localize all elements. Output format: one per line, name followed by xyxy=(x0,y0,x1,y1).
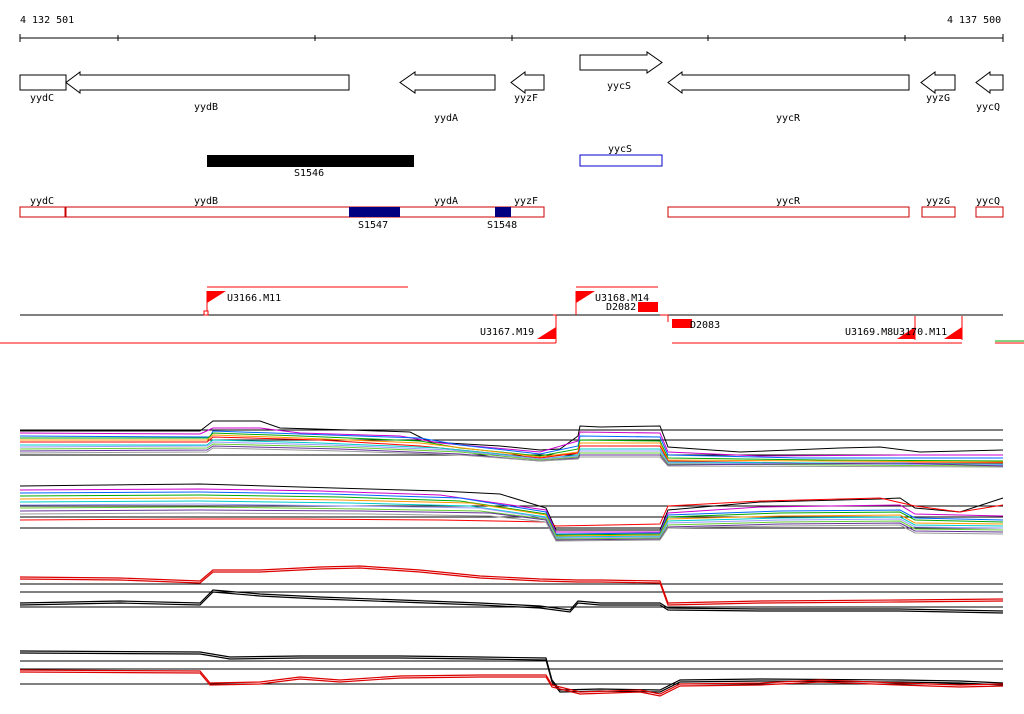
unit-U3170[interactable]: U3170.M11 xyxy=(893,316,963,340)
gene-label: yydA xyxy=(434,113,458,124)
coord-start-label: 4 132 501 xyxy=(20,15,74,26)
transcript-yycQ[interactable] xyxy=(975,206,1004,218)
unit-U3167[interactable]: U3167.M19 xyxy=(480,316,557,340)
gene-track xyxy=(19,51,1004,94)
gene-arrow-yydC[interactable] xyxy=(19,74,67,91)
gene-label: yyzG xyxy=(926,93,950,104)
transcript-yydC[interactable] xyxy=(19,206,66,218)
block-D2082[interactable] xyxy=(638,302,658,312)
transcript-yydB-yyzF[interactable] xyxy=(65,206,545,218)
start-flag-icon xyxy=(576,291,595,303)
end-flag-icon xyxy=(537,327,556,339)
profile-lines xyxy=(19,483,1004,542)
unit-label: U3166.M11 xyxy=(227,293,281,304)
unit-label: D2082 xyxy=(606,302,636,313)
block-label: S1548 xyxy=(487,220,517,231)
transcript-label: yycR xyxy=(776,196,801,207)
end-flag-icon xyxy=(944,327,962,339)
unit-label: U3168.M14 xyxy=(595,293,649,304)
coord-end-label: 4 137 500 xyxy=(947,15,1001,26)
unit-label: U3170.M11 xyxy=(893,327,947,338)
unit-U3168[interactable]: U3168.M14 xyxy=(575,291,649,315)
transcript-label: yydA xyxy=(434,196,458,207)
profile-lines xyxy=(19,565,1004,614)
block-D2083[interactable] xyxy=(672,319,692,328)
gene-label: yydB xyxy=(194,102,218,113)
transcript-track xyxy=(19,206,1004,218)
expression-profile-3 xyxy=(19,565,1004,614)
gene-labels: yydC yydB yydA yyzF yycS yycR yyzG yycQ xyxy=(30,81,1000,124)
gene-arrow-yycS[interactable] xyxy=(579,51,663,74)
segment-label: yycS xyxy=(608,144,632,155)
transcript-labels: yydC yydB yydA yyzF yycR yyzG yycQ xyxy=(30,196,1000,207)
segment-track: S1546 yycS xyxy=(207,144,663,179)
gene-label: yycR xyxy=(776,113,801,124)
gene-arrow-yycQ[interactable] xyxy=(975,71,1004,94)
transcript-yycR[interactable] xyxy=(667,206,910,218)
transcript-blocks: S1547 S1548 xyxy=(349,207,517,231)
block-label: S1547 xyxy=(358,220,388,231)
gene-arrow-yyzG[interactable] xyxy=(920,71,956,94)
transcript-label: yydC xyxy=(30,196,54,207)
gene-arrow-yydA[interactable] xyxy=(399,71,496,94)
start-flag-icon xyxy=(207,291,226,303)
gene-label: yycS xyxy=(607,81,631,92)
expression-profile-2 xyxy=(19,483,1004,542)
transcription-unit-track: U3166.M11 U3168.M14 D2082 D2083 U3167.M1… xyxy=(0,286,1024,344)
transcript-label: yycQ xyxy=(976,196,1000,207)
ruler-ticks xyxy=(19,34,1004,42)
profile-lines xyxy=(19,650,1004,697)
gene-label: yydC xyxy=(30,93,54,104)
unit-connector xyxy=(660,314,669,322)
gene-arrow-yydB[interactable] xyxy=(65,71,350,94)
profile-lines xyxy=(19,420,1004,468)
segment-yycS[interactable] xyxy=(579,154,663,167)
unit-U3169[interactable]: U3169.M8 xyxy=(845,316,916,340)
unit-label: U3167.M19 xyxy=(480,327,534,338)
unit-U3166[interactable]: U3166.M11 xyxy=(203,291,281,316)
transcript-yyzG[interactable] xyxy=(921,206,956,218)
end-flag-icon xyxy=(897,327,915,339)
transcript-label: yydB xyxy=(194,196,218,207)
gene-label: yycQ xyxy=(976,102,1000,113)
block-S1547[interactable] xyxy=(349,207,400,217)
unit-label: U3169.M8 xyxy=(845,327,893,338)
transcript-label: yyzF xyxy=(514,196,538,207)
unit-label: D2083 xyxy=(690,320,720,331)
coordinate-ruler: 4 132 501 4 137 500 xyxy=(19,15,1004,42)
gene-arrow-yyzF[interactable] xyxy=(510,71,545,94)
expression-profile-4 xyxy=(19,650,1004,697)
gene-label: yyzF xyxy=(514,93,538,104)
segment-label: S1546 xyxy=(294,168,324,179)
transcript-label: yyzG xyxy=(926,196,950,207)
expression-profile-1 xyxy=(19,420,1004,468)
segment-S1546[interactable] xyxy=(207,155,414,167)
block-S1548[interactable] xyxy=(495,207,511,217)
gene-arrow-yycR[interactable] xyxy=(667,71,910,94)
